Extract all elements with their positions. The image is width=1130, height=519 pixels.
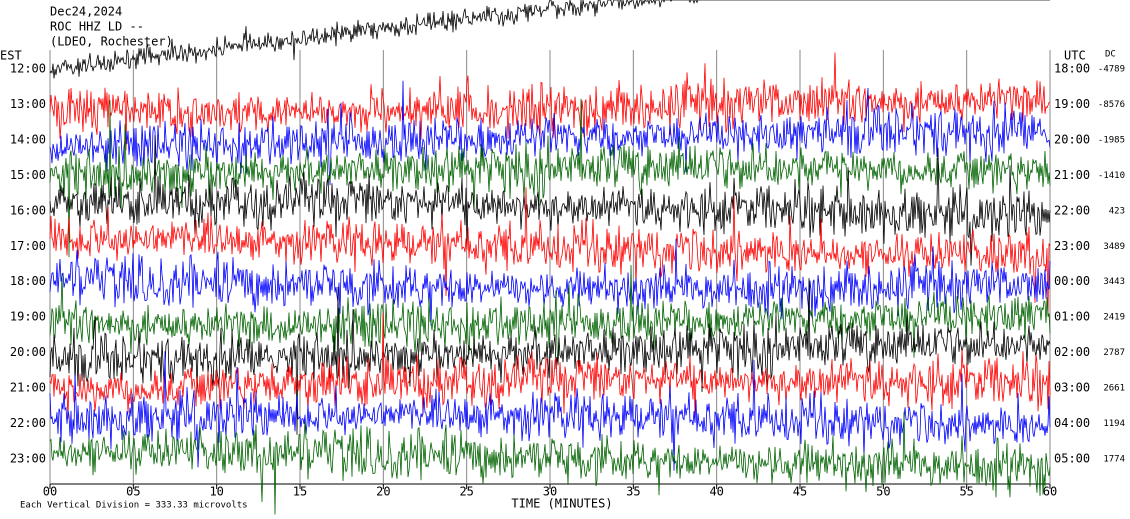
right-axis-label: UTC bbox=[1064, 49, 1086, 63]
x-tick-label: 60 bbox=[1043, 485, 1057, 499]
x-tick-label: 15 bbox=[293, 485, 307, 499]
est-label: 16:00 bbox=[10, 203, 46, 217]
title-line: Dec24,2024 bbox=[50, 5, 122, 19]
x-tick-label: 25 bbox=[459, 485, 473, 499]
trace bbox=[49, 278, 1051, 435]
est-label: 14:00 bbox=[10, 132, 46, 146]
utc-label: 19:00 bbox=[1054, 97, 1090, 111]
est-label: 22:00 bbox=[10, 416, 46, 430]
trace bbox=[49, 411, 1051, 515]
dc-value: 2661 bbox=[1103, 384, 1125, 394]
utc-label: 05:00 bbox=[1054, 451, 1090, 465]
est-label: 23:00 bbox=[10, 451, 46, 465]
utc-label: 00:00 bbox=[1054, 274, 1090, 288]
utc-label: 23:00 bbox=[1054, 239, 1090, 253]
dc-label: DC bbox=[1105, 50, 1116, 60]
est-label: 15:00 bbox=[10, 168, 46, 182]
est-label: 13:00 bbox=[10, 97, 46, 111]
est-label: 12:00 bbox=[10, 62, 46, 76]
trace bbox=[49, 312, 1051, 419]
x-tick-label: 20 bbox=[376, 485, 390, 499]
utc-label: 04:00 bbox=[1054, 416, 1090, 430]
trace bbox=[49, 98, 1051, 258]
trace bbox=[49, 135, 1051, 266]
utc-label: 20:00 bbox=[1054, 132, 1090, 146]
est-label: 18:00 bbox=[10, 274, 46, 288]
est-label: 19:00 bbox=[10, 310, 46, 324]
utc-label: 01:00 bbox=[1054, 310, 1090, 324]
utc-label: 21:00 bbox=[1054, 168, 1090, 182]
dc-value: 1774 bbox=[1103, 454, 1125, 464]
dc-value: 3443 bbox=[1103, 277, 1125, 287]
dc-value: 423 bbox=[1109, 206, 1125, 216]
trace bbox=[49, 0, 1050, 79]
title-line: (LDEO, Rochester) bbox=[50, 35, 173, 49]
trace bbox=[49, 238, 1051, 326]
est-label: 21:00 bbox=[10, 381, 46, 395]
dc-value: 3489 bbox=[1103, 242, 1125, 252]
x-tick-label: 35 bbox=[626, 485, 640, 499]
trace bbox=[49, 264, 1051, 366]
trace bbox=[49, 187, 1051, 316]
x-tick-label: 45 bbox=[793, 485, 807, 499]
x-tick-label: 40 bbox=[709, 485, 723, 499]
footer: Each Vertical Division = 333.33 microvol… bbox=[20, 501, 248, 511]
x-tick-label: 30 bbox=[543, 485, 557, 499]
dc-value: -1985 bbox=[1098, 135, 1125, 145]
x-tick-label: 05 bbox=[126, 485, 140, 499]
est-label: 17:00 bbox=[10, 239, 46, 253]
dc-value: 1194 bbox=[1103, 419, 1125, 429]
dc-value: 2419 bbox=[1103, 313, 1125, 323]
dc-value: 2787 bbox=[1103, 348, 1125, 358]
utc-label: 22:00 bbox=[1054, 203, 1090, 217]
utc-label: 18:00 bbox=[1054, 62, 1090, 76]
dc-value: -1410 bbox=[1098, 171, 1125, 181]
trace bbox=[49, 52, 1051, 151]
x-tick-label: 10 bbox=[209, 485, 223, 499]
utc-label: 03:00 bbox=[1054, 381, 1090, 395]
utc-label: 02:00 bbox=[1054, 345, 1090, 359]
left-axis-label: EST bbox=[0, 49, 22, 63]
dc-value: -8576 bbox=[1098, 100, 1125, 110]
dc-value: -4789 bbox=[1098, 65, 1125, 75]
x-tick-label: 00 bbox=[43, 485, 57, 499]
x-tick-label: 55 bbox=[959, 485, 973, 499]
title-line: ROC HHZ LD -- bbox=[50, 20, 144, 34]
est-label: 20:00 bbox=[10, 345, 46, 359]
x-axis-label: TIME (MINUTES) bbox=[511, 497, 612, 511]
x-tick-label: 50 bbox=[876, 485, 890, 499]
trace bbox=[49, 351, 1051, 471]
